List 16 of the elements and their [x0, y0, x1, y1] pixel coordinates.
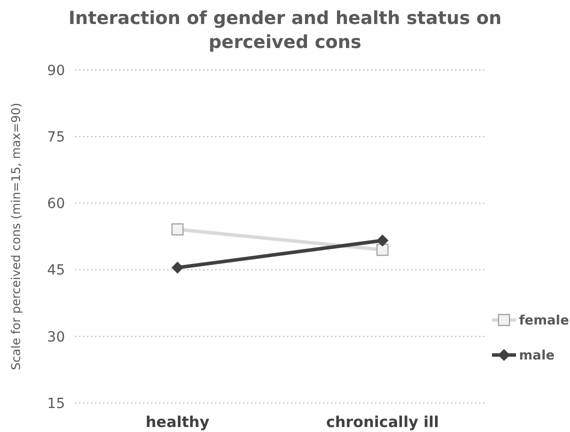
legend-label: male: [519, 348, 555, 364]
point: [172, 262, 184, 274]
x-tick-label: chronically ill: [326, 413, 439, 431]
y-tick-label: 60: [47, 196, 65, 212]
chart-title: Interaction of gender and health status on perceived cons: [68, 8, 502, 53]
y-tick-label: 45: [47, 262, 65, 279]
x-tick-label: healthy: [146, 413, 210, 431]
y-tick-label: 30: [47, 329, 65, 346]
y-axis-title: Scale for perceived cons (min=15, max=90): [9, 102, 23, 370]
y-tick-label: 90: [47, 62, 65, 79]
legend-label: female: [519, 314, 570, 329]
point: [376, 244, 389, 256]
point: [376, 234, 388, 246]
point: [171, 223, 184, 236]
y-tick-label: 75: [47, 130, 65, 146]
y-tick-label: 15: [47, 396, 65, 412]
